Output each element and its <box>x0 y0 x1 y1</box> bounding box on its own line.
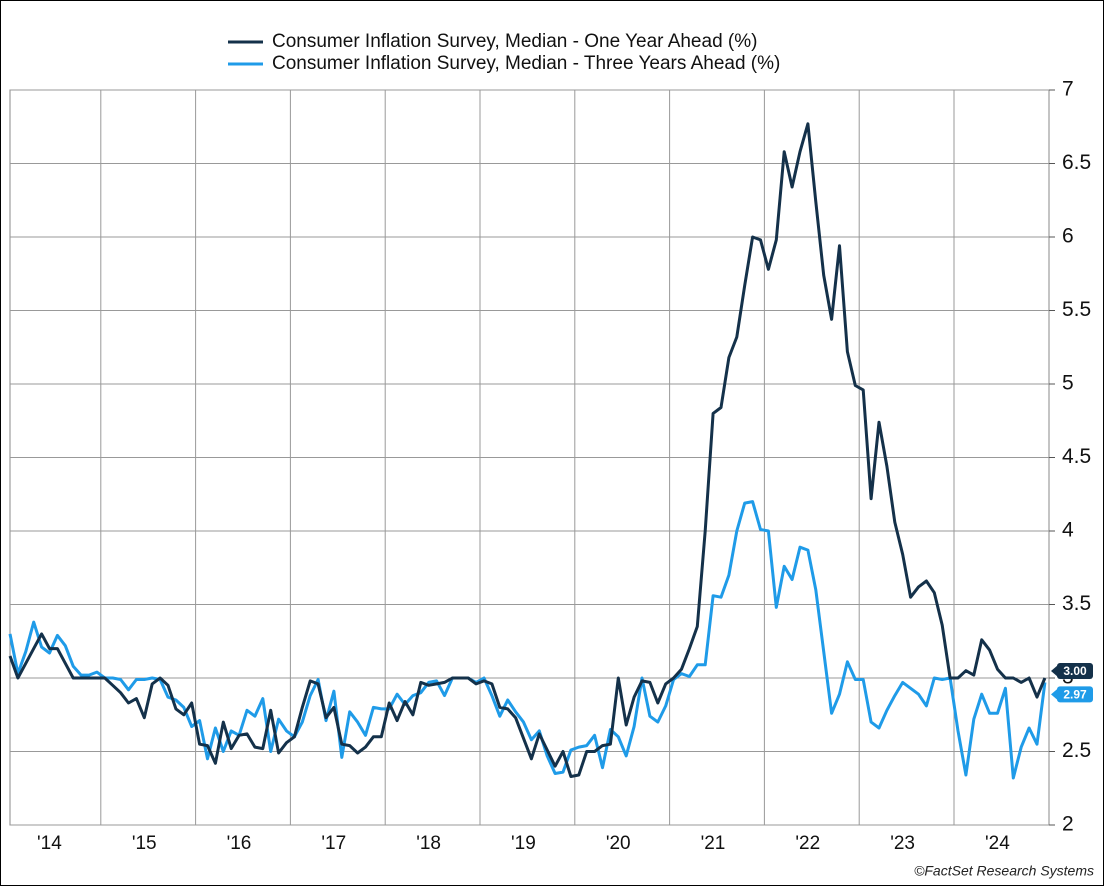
end-label-box <box>1057 663 1093 679</box>
x-tick-label: '22 <box>795 833 820 854</box>
end-label-pointer <box>1051 688 1058 701</box>
series-line <box>8 122 1047 778</box>
x-tick-label: '23 <box>890 833 915 854</box>
y-tick-label: 4.5 <box>1062 445 1091 468</box>
source: ©FactSet Research Systems <box>914 863 1094 879</box>
y-tick-label: 2 <box>1062 813 1074 836</box>
y-tick-label: 4 <box>1062 519 1074 542</box>
end-label: 2.97 <box>1063 688 1087 702</box>
end-label-pointer <box>1051 665 1058 677</box>
x-tick-label: '19 <box>511 833 536 854</box>
x-tick-label: '15 <box>132 833 157 854</box>
legend-label: Consumer Inflation Survey, Median - One … <box>272 31 757 52</box>
y-tick-label: 6.5 <box>1062 151 1091 174</box>
x-tick-label: '17 <box>321 833 346 854</box>
end-label-box <box>1057 686 1093 703</box>
end-label: 3.00 <box>1063 664 1087 678</box>
y-tick-label: 3.5 <box>1062 592 1091 615</box>
x-tick-label: '20 <box>606 833 631 854</box>
y-tick-label: 2.5 <box>1062 739 1091 762</box>
y-tick-label: 5.5 <box>1062 298 1091 321</box>
series-line <box>8 500 1047 780</box>
x-tick-label: '16 <box>227 833 252 854</box>
x-tick-label: '18 <box>416 833 441 854</box>
x-tick-label: '14 <box>37 833 62 854</box>
legend-label: Consumer Inflation Survey, Median - Thre… <box>272 53 780 74</box>
x-tick-label: '21 <box>701 833 726 854</box>
y-tick-label: 5 <box>1062 372 1074 395</box>
x-tick-label: '24 <box>985 833 1010 854</box>
y-tick-label: 7 <box>1062 78 1074 101</box>
y-tick-label: 6 <box>1062 225 1074 248</box>
